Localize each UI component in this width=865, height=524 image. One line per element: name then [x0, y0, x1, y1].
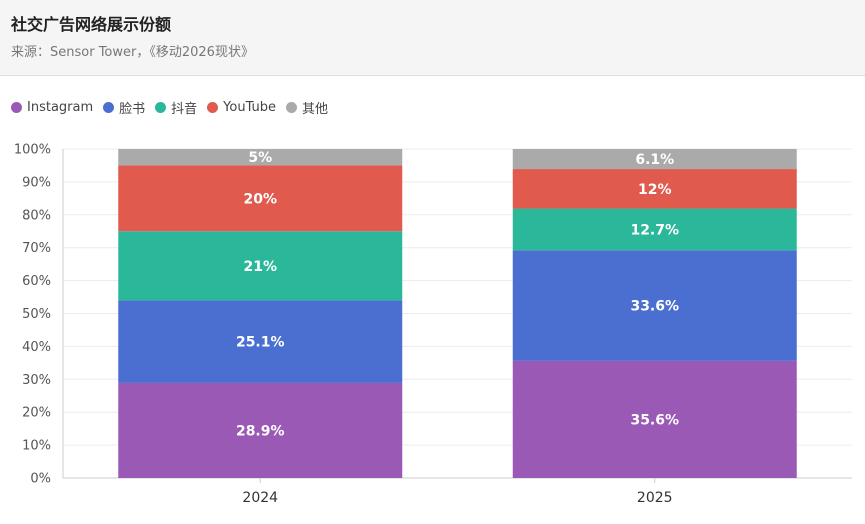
data-label: 6.1%: [635, 152, 674, 168]
chart-header: 社交广告网络展示份额 来源：Sensor Tower，《移动2026现状》: [0, 0, 865, 76]
legend-swatch: [286, 102, 298, 113]
bar-segment-2025-2[interactable]: [512, 208, 797, 251]
y-tick-label: 0%: [30, 472, 51, 487]
y-tick-label: 80%: [22, 208, 51, 223]
x-tick-label: 2024: [242, 490, 278, 506]
data-label: 5%: [248, 150, 272, 166]
data-label: 21%: [243, 259, 277, 275]
data-label: 20%: [243, 191, 277, 207]
y-tick-label: 20%: [22, 406, 51, 421]
y-tick-label: 90%: [22, 175, 51, 190]
legend-item-2[interactable]: 抖音: [155, 98, 197, 117]
bar-segment-2024-2[interactable]: [118, 231, 403, 301]
bar-segment-2025-1[interactable]: [512, 250, 797, 361]
chart-subtitle: 来源：Sensor Tower，《移动2026现状》: [11, 45, 254, 60]
legend-item-3[interactable]: YouTube: [207, 100, 276, 115]
legend-label: 其他: [302, 102, 329, 117]
legend-swatch: [11, 102, 22, 113]
legend-item-0[interactable]: Instagram: [11, 100, 93, 115]
y-tick-label: 30%: [22, 373, 51, 388]
legend-swatch: [155, 102, 167, 113]
legend-label: YouTube: [223, 100, 277, 115]
data-label: 25.1%: [236, 335, 285, 351]
bar-segment-2024-4[interactable]: [118, 149, 403, 166]
y-tick-label: 100%: [14, 143, 51, 158]
chart-title: 社交广告网络展示份额: [11, 15, 172, 34]
bar-segment-2024-3[interactable]: [118, 165, 403, 232]
y-tick-label: 10%: [22, 439, 51, 454]
legend-swatch: [103, 102, 115, 113]
y-tick-label: 70%: [22, 241, 51, 256]
bar-segment-2025-3[interactable]: [512, 169, 797, 209]
y-tick-label: 40%: [22, 340, 51, 355]
data-label: 28.9%: [236, 423, 285, 439]
bar-segment-2025-0[interactable]: [512, 360, 797, 478]
bar-segment-2025-4[interactable]: [512, 149, 797, 170]
data-label: 33.6%: [630, 299, 679, 315]
data-label: 12.7%: [630, 222, 679, 238]
y-tick-label: 60%: [22, 274, 51, 289]
bar-segment-2024-0[interactable]: [118, 382, 403, 478]
legend-item-1[interactable]: 脸书: [103, 98, 145, 117]
x-tick-label: 2025: [637, 490, 673, 506]
bar-segment-2024-1[interactable]: [118, 300, 403, 383]
legend-label: 脸书: [119, 102, 146, 117]
legend-label: Instagram: [27, 100, 94, 115]
legend-swatch: [207, 102, 219, 113]
legend-label: 抖音: [171, 102, 198, 117]
data-label: 35.6%: [630, 412, 679, 428]
y-tick-label: 50%: [22, 307, 51, 322]
data-label: 12%: [638, 182, 672, 198]
chart-legend: Instagram 脸书 抖音 YouTube 其他: [11, 98, 338, 117]
legend-item-4[interactable]: 其他: [286, 98, 328, 117]
